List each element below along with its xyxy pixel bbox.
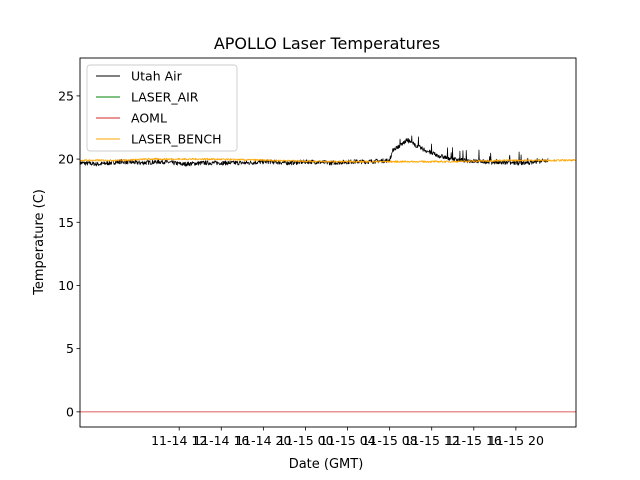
- x-tick-label: 11-15 20: [488, 433, 544, 448]
- y-tick-label: 15: [58, 215, 74, 230]
- legend-label: Utah Air: [131, 69, 183, 84]
- x-tick-label: 11-14 20: [235, 433, 291, 448]
- y-tick-label: 10: [58, 278, 74, 293]
- legend-box: [86, 64, 238, 152]
- y-tick-label: 0: [66, 404, 74, 419]
- x-tick-label: 11-14 12: [151, 433, 207, 448]
- x-tick-label: 11-15 04: [319, 433, 375, 448]
- x-tick-label: 11-15 12: [404, 433, 460, 448]
- y-tick-label: 20: [58, 152, 74, 167]
- legend: Utah Air LASER_AIR AOML LASER_BENCH: [86, 64, 238, 152]
- y-axis-label: Temperature (C): [32, 189, 47, 296]
- plot-frame: [79, 57, 577, 428]
- series-line-laser-bench: [79, 157, 577, 163]
- chart-title: APOLLO Laser Temperatures: [214, 34, 440, 53]
- x-axis-label: Date (GMT): [289, 457, 364, 472]
- y-tick-label: 25: [58, 88, 74, 103]
- series-line-utah-air: [79, 135, 549, 167]
- x-tick-label: 11-15 16: [446, 433, 502, 448]
- legend-label: AOML: [131, 111, 167, 126]
- x-tick-label: 11-15 00: [277, 433, 333, 448]
- legend-label: LASER_BENCH: [131, 132, 222, 147]
- legend-label: LASER_AIR: [131, 90, 199, 105]
- y-axis-ticks: 0 5 10 15 20 25: [58, 88, 80, 419]
- series-layer: [79, 135, 577, 413]
- x-tick-label: 11-14 16: [193, 433, 249, 448]
- x-tick-label: 11-15 08: [362, 433, 418, 448]
- y-tick-label: 5: [66, 341, 74, 356]
